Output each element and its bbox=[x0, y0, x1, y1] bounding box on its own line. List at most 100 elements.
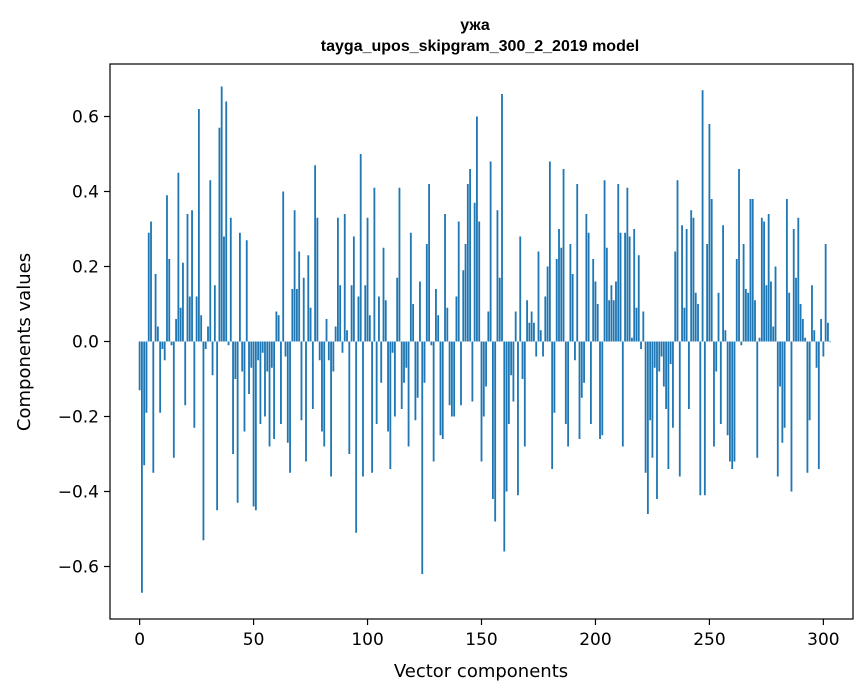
bar bbox=[161, 341, 164, 349]
bar bbox=[305, 341, 307, 462]
bar bbox=[478, 221, 481, 342]
bar bbox=[441, 341, 444, 439]
bar bbox=[738, 169, 740, 342]
bar bbox=[150, 221, 152, 342]
bar bbox=[213, 285, 216, 342]
bar bbox=[583, 341, 585, 383]
bar bbox=[731, 341, 734, 469]
bar bbox=[334, 326, 337, 342]
bar bbox=[359, 154, 362, 342]
bar bbox=[729, 341, 731, 462]
bar bbox=[186, 214, 189, 342]
bar bbox=[617, 184, 620, 342]
bar bbox=[455, 296, 458, 342]
bar bbox=[747, 292, 750, 342]
bar bbox=[387, 341, 389, 432]
bar bbox=[163, 341, 166, 361]
bar bbox=[323, 341, 326, 447]
bar bbox=[464, 244, 467, 342]
bar bbox=[555, 259, 558, 342]
bar bbox=[400, 341, 403, 409]
bar bbox=[770, 281, 772, 342]
bar bbox=[569, 244, 572, 342]
bar bbox=[776, 341, 779, 477]
bar bbox=[703, 341, 706, 496]
bar bbox=[298, 251, 301, 342]
y-tick-label: 0.6 bbox=[72, 108, 99, 128]
bar bbox=[380, 341, 383, 383]
bar bbox=[722, 225, 724, 342]
bar bbox=[646, 341, 649, 514]
bar bbox=[284, 341, 287, 357]
x-tick-label: 200 bbox=[579, 630, 611, 650]
bar bbox=[708, 124, 711, 342]
bar bbox=[642, 311, 645, 342]
bar bbox=[460, 341, 462, 406]
bar bbox=[701, 90, 704, 342]
bar bbox=[726, 341, 729, 436]
x-tick-label: 150 bbox=[465, 630, 497, 650]
bar bbox=[453, 341, 456, 417]
bars-group bbox=[138, 86, 832, 593]
bar bbox=[610, 285, 613, 342]
bar bbox=[409, 232, 412, 342]
bar bbox=[378, 296, 380, 342]
bar bbox=[300, 341, 303, 421]
bar bbox=[200, 315, 203, 342]
bar bbox=[596, 304, 599, 342]
y-axis-label: Components values bbox=[14, 253, 35, 431]
bar bbox=[669, 341, 672, 364]
bar bbox=[580, 341, 583, 398]
bar bbox=[651, 341, 654, 458]
bar bbox=[576, 184, 579, 342]
bar bbox=[521, 341, 524, 379]
bar bbox=[243, 341, 246, 432]
bar bbox=[756, 341, 759, 458]
bar bbox=[699, 341, 702, 496]
bar bbox=[530, 311, 533, 342]
bar bbox=[635, 307, 638, 342]
bar bbox=[432, 341, 435, 462]
bar bbox=[592, 259, 595, 342]
bar bbox=[733, 341, 736, 462]
x-tick-label: 100 bbox=[351, 630, 383, 650]
bar bbox=[815, 341, 818, 368]
bar bbox=[678, 341, 681, 477]
bar bbox=[250, 341, 253, 368]
bar bbox=[820, 319, 822, 342]
bar bbox=[790, 341, 793, 492]
bar bbox=[446, 307, 449, 342]
bar bbox=[156, 326, 159, 342]
bar bbox=[487, 311, 490, 342]
bar bbox=[473, 202, 476, 342]
y-tick-label: −0.4 bbox=[58, 483, 99, 503]
bar bbox=[548, 161, 551, 342]
bar bbox=[523, 341, 526, 447]
bar bbox=[416, 341, 419, 398]
bar bbox=[491, 341, 494, 499]
bar bbox=[628, 236, 631, 342]
bar bbox=[195, 296, 198, 342]
bar bbox=[542, 341, 544, 357]
bar bbox=[662, 341, 665, 387]
bar bbox=[788, 292, 791, 342]
bar bbox=[425, 244, 428, 342]
bar bbox=[717, 292, 720, 342]
bar bbox=[311, 341, 314, 409]
bar bbox=[382, 247, 385, 342]
bar bbox=[485, 341, 487, 387]
bar bbox=[270, 341, 273, 368]
bar bbox=[466, 184, 469, 342]
bar bbox=[159, 341, 162, 413]
bar bbox=[801, 319, 804, 342]
bar bbox=[437, 315, 440, 342]
bar bbox=[145, 341, 148, 413]
bar bbox=[692, 217, 695, 342]
bar bbox=[528, 322, 531, 342]
bar bbox=[364, 285, 367, 342]
bar bbox=[574, 341, 576, 361]
bar bbox=[435, 289, 437, 342]
bar bbox=[355, 341, 358, 533]
bar bbox=[480, 341, 483, 462]
